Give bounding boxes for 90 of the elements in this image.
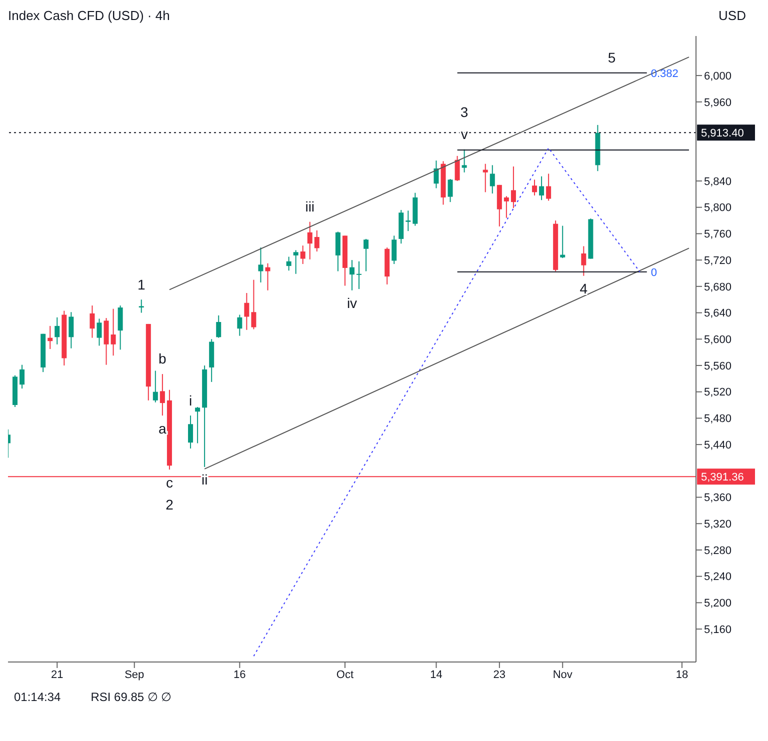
candlestick: [188, 415, 194, 449]
candlestick: [546, 173, 552, 202]
y-tick-label: 5,960: [704, 96, 732, 109]
y-tick-label: 5,240: [704, 571, 732, 584]
candlestick: [195, 406, 200, 444]
candlestick: [20, 364, 25, 390]
ref-line-label: 5,913.40: [701, 128, 744, 140]
candlestick: [335, 231, 340, 272]
annotation: 3: [460, 104, 468, 120]
candlestick: [532, 179, 538, 196]
candlestick: [482, 163, 488, 193]
candlestick: [314, 230, 320, 252]
candlestick: [364, 238, 369, 272]
y-tick-label: 5,480: [704, 413, 732, 426]
x-tick-label: 23: [493, 668, 506, 681]
y-tick-label: 5,280: [704, 544, 732, 557]
candlestick: [454, 155, 460, 182]
x-tick-label: Sep: [124, 668, 144, 681]
candlestick: [90, 305, 95, 338]
candlestick: [110, 308, 116, 356]
x-tick-label: 21: [51, 668, 64, 681]
candlestick: [349, 260, 354, 291]
text: 01:14:34: [14, 690, 61, 704]
x-tick-label: 18: [676, 668, 688, 681]
y-tick-label: 5,840: [704, 176, 732, 188]
candlestick: [138, 299, 144, 314]
candlestick: [392, 235, 397, 264]
y-tick-label: 6,000: [704, 70, 732, 82]
annotation: 4: [580, 280, 588, 297]
y-tick-label: 5,680: [704, 281, 732, 294]
annotation: iii: [305, 198, 315, 215]
annotation: 2: [166, 496, 174, 512]
y-tick-label: 5,720: [704, 254, 732, 267]
y-tick-label: 5,520: [704, 386, 732, 399]
x-tick-label: Oct: [336, 668, 354, 681]
ref-line-label: 5,391.36: [701, 472, 744, 484]
y-tick-label: 5,600: [704, 334, 732, 346]
candlestick: [258, 247, 264, 283]
candlestick: [68, 312, 74, 349]
candlestick: [293, 250, 298, 274]
x-tick-label: Nov: [552, 668, 573, 681]
y-axis-title: USD: [718, 8, 747, 25]
series-label: 0.382: [650, 68, 678, 80]
candlestick: [244, 292, 250, 330]
annotation: b: [158, 350, 167, 367]
candlestick: [434, 160, 439, 189]
y-tick-label: 5,800: [704, 202, 732, 214]
candlestick: [307, 221, 312, 260]
y-tick-label: 5,440: [704, 439, 732, 452]
candlestick: [96, 318, 102, 346]
x-tick-label: 14: [430, 668, 442, 681]
candlestick: [216, 314, 222, 338]
chart-title: Index Cash CFD (USD) · 4h: [8, 8, 170, 25]
annotation: iv: [346, 295, 358, 312]
y-tick-label: 5,560: [704, 360, 732, 372]
series-label: 0: [650, 266, 657, 279]
annotation: i: [188, 392, 192, 408]
annotation: c: [166, 474, 173, 490]
candlestick: [237, 314, 242, 336]
candlestick: [539, 176, 544, 201]
candlestick: [104, 318, 109, 366]
text: RSI 69.85 ∅ ∅: [90, 690, 171, 704]
candlestick: [504, 196, 509, 218]
candlestick: [581, 246, 586, 276]
x-tick-label: 16: [234, 668, 246, 681]
candlestick: [48, 325, 53, 350]
candlestick: [406, 210, 411, 232]
annotation: 5: [608, 50, 616, 66]
candlestick: [54, 316, 60, 345]
candlestick: [152, 370, 158, 403]
candlestick: [448, 178, 453, 203]
y-tick-label: 5,320: [704, 518, 732, 531]
y-tick-label: 5,760: [704, 228, 732, 241]
annotation: a: [158, 420, 167, 436]
candlestick: [160, 374, 165, 416]
candlestick: [510, 166, 516, 208]
candlestick: [356, 260, 362, 290]
candlestick: [490, 164, 495, 194]
candlestick: [118, 305, 123, 350]
candlestick: [300, 245, 306, 264]
candlestick: [251, 279, 256, 330]
candlestick: [560, 225, 566, 259]
y-tick-label: 5,640: [704, 308, 732, 320]
annotation: 1: [137, 276, 146, 292]
y-tick-label: 5,160: [704, 624, 732, 636]
annotation: v: [460, 126, 468, 142]
y-tick-label: 5,200: [704, 598, 732, 610]
candlestick: [462, 148, 467, 173]
candlestick: [286, 256, 292, 272]
y-tick-label: 5,360: [704, 492, 732, 504]
